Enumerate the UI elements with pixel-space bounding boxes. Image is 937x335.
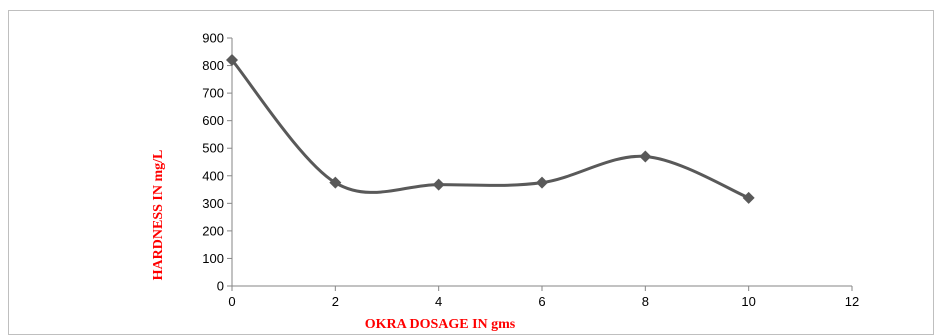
y-tick-label: 600 — [202, 113, 224, 128]
y-tick-label: 800 — [202, 58, 224, 73]
data-point — [536, 176, 548, 189]
y-tick-label: 0 — [217, 279, 224, 294]
x-tick-label: 0 — [228, 294, 235, 309]
y-tick-label: 300 — [202, 196, 224, 211]
data-point — [742, 191, 755, 204]
y-tick-label: 400 — [202, 168, 224, 183]
y-axis-title: HARDNESS IN mg/L — [151, 150, 166, 281]
y-tick-label: 100 — [202, 251, 224, 266]
data-point — [432, 178, 445, 191]
series-line — [230, 59, 750, 200]
x-tick-label: 2 — [332, 294, 339, 309]
data-point — [329, 176, 342, 189]
x-axis-ticks: 0 2 4 6 8 10 12 — [228, 286, 859, 309]
x-tick-label: 10 — [741, 294, 755, 309]
data-point — [226, 54, 238, 67]
x-axis-title: OKRA DOSAGE IN gms — [365, 317, 516, 331]
x-tick-label: 12 — [845, 294, 859, 309]
y-tick-label: 200 — [202, 223, 224, 238]
x-tick-label: 6 — [538, 294, 545, 309]
y-tick-label: 900 — [202, 31, 224, 46]
y-axis-ticks: 0 100 200 300 400 500 600 700 800 900 — [202, 31, 232, 294]
chart-frame — [8, 10, 934, 335]
x-tick-label: 8 — [642, 294, 649, 309]
x-tick-label: 4 — [435, 294, 442, 309]
y-tick-label: 500 — [202, 141, 224, 156]
series-group — [226, 54, 755, 204]
y-tick-label: 700 — [202, 86, 224, 101]
data-point — [639, 150, 652, 163]
